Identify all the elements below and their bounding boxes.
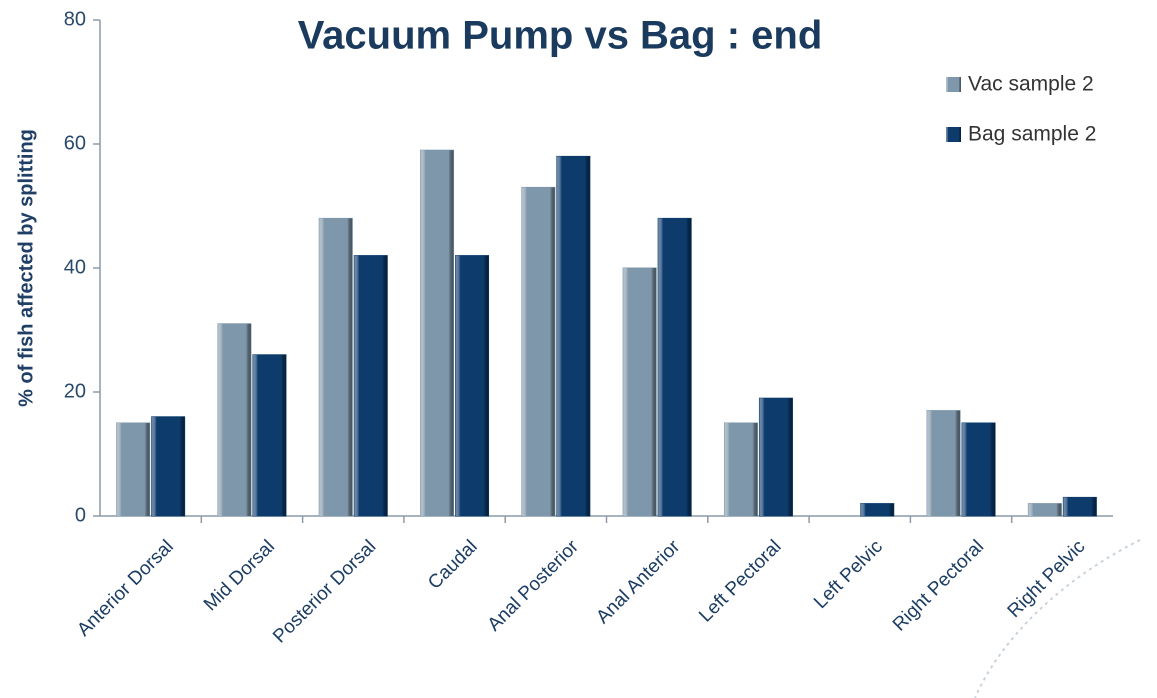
y-tick-label: 20 — [64, 380, 86, 402]
legend-label: Vac sample 2 — [968, 73, 1094, 96]
bar-shade — [217, 323, 251, 516]
bar-shade — [759, 398, 793, 516]
bar-shade — [116, 423, 150, 516]
bar-shade — [252, 354, 286, 516]
bar-shade — [521, 187, 555, 516]
x-tick-label: Anal Posterior — [484, 536, 584, 636]
bar-shade — [927, 410, 961, 516]
y-tick-label: 80 — [64, 8, 86, 30]
x-tick-label: Left Pelvic — [810, 536, 887, 613]
x-tick-label: Right Pectoral — [889, 536, 988, 635]
bar-shade — [962, 423, 996, 516]
x-tick-label: Left Pectoral — [695, 536, 785, 626]
bar-shade — [724, 423, 758, 516]
x-tick-label: Posterior Dorsal — [269, 536, 380, 647]
bar-shade — [319, 218, 353, 516]
chart-title: Vacuum Pump vs Bag : end — [298, 14, 823, 58]
x-tick-label: Anal Anterior — [592, 536, 684, 628]
bar-shade — [1028, 503, 1062, 516]
x-tick-label: Mid Dorsal — [200, 536, 279, 615]
bar-shade — [556, 156, 590, 516]
legend-swatch-shade — [946, 77, 961, 92]
bar-shade — [623, 268, 657, 516]
x-tick-label: Right Pelvic — [1004, 536, 1090, 622]
legend-swatch-shade — [946, 127, 961, 142]
legend-label: Bag sample 2 — [968, 123, 1096, 146]
x-tick-label: Anterior Dorsal — [73, 536, 177, 640]
bar-shade — [420, 150, 454, 516]
bar-shade — [1063, 497, 1097, 516]
decoration — [974, 539, 1141, 698]
y-axis-label: % of fish affected by splitting — [15, 129, 37, 407]
y-tick-label: 60 — [64, 132, 86, 154]
x-tick-label: Caudal — [424, 536, 481, 593]
bar-shade — [455, 255, 489, 516]
y-tick-label: 0 — [75, 504, 86, 526]
bar-shade — [151, 416, 185, 516]
bar-shade — [860, 503, 894, 516]
bar-shade — [354, 255, 388, 516]
bar-shade — [658, 218, 692, 516]
y-tick-label: 40 — [64, 256, 86, 278]
